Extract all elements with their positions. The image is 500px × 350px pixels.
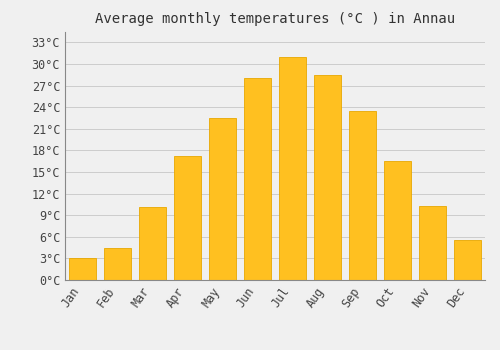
Bar [384,161,410,280]
Bar [350,111,376,280]
Title: Average monthly temperatures (°C ) in Annau: Average monthly temperatures (°C ) in An… [95,12,455,26]
Bar [454,240,480,280]
Bar [174,156,201,280]
Bar [70,258,96,280]
Bar [314,75,340,280]
Bar [140,206,166,280]
Bar [420,206,446,280]
Bar [210,118,236,280]
Bar [244,78,270,280]
Bar [104,247,130,280]
Bar [280,57,305,280]
